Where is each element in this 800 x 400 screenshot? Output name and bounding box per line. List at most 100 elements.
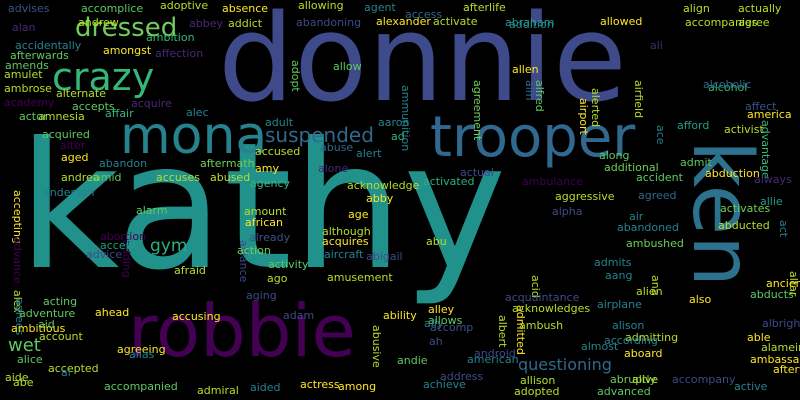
cloud-word: aircraft [324, 248, 364, 261]
cloud-word: affection [155, 47, 204, 60]
cloud-word: abduction [705, 167, 760, 180]
cloud-word: advanced [597, 385, 651, 398]
cloud-word: amusement [327, 271, 393, 284]
cloud-word: alone [318, 162, 349, 175]
cloud-word: abby [366, 192, 394, 205]
cloud-word: alley [428, 303, 455, 316]
cloud-word: ad [391, 130, 405, 143]
cloud-word: advance [11, 237, 24, 284]
cloud-word: achieve [423, 378, 466, 391]
cloud-word: abigail [366, 250, 403, 263]
cloud-word: ammunition [399, 85, 412, 152]
cloud-word: acquaintance [505, 291, 580, 304]
cloud-word: trooper [430, 105, 636, 170]
cloud-word: albright [762, 317, 800, 330]
cloud-word: already [249, 231, 291, 244]
cloud-word: al [61, 366, 71, 379]
cloud-word: ancient [766, 277, 800, 290]
cloud-word: airplane [597, 298, 642, 311]
cloud-word: aggressive [555, 190, 615, 203]
cloud-word: alternate [56, 87, 106, 100]
cloud-word: aided [250, 381, 281, 394]
cloud-word: additional [604, 161, 659, 174]
cloud-word: american [467, 353, 519, 366]
cloud-word: aang [605, 269, 633, 282]
cloud-word: abused [210, 171, 251, 184]
cloud-word: accomplice [81, 2, 144, 15]
cloud-word: afford [677, 119, 710, 132]
cloud-word: accuses [156, 171, 201, 184]
cloud-word: advice [86, 248, 123, 261]
cloud-word: abandon [99, 157, 148, 170]
cloud-word: allowing [298, 0, 344, 12]
cloud-word: activist [724, 123, 764, 136]
cloud-word: amid [94, 171, 122, 184]
cloud-word: among [338, 380, 377, 393]
cloud-word: alerted [589, 88, 602, 128]
cloud-word: abruptly [610, 373, 657, 386]
cloud-word: alan [12, 21, 36, 34]
cloud-word: acknowledge [347, 179, 420, 192]
cloud-word: andrea [61, 171, 100, 184]
cloud-word: afterlife [463, 1, 506, 14]
cloud-word: america [747, 108, 792, 121]
cloud-word: admit [680, 156, 712, 169]
cloud-word: admitting [625, 331, 679, 344]
cloud-word: ambassador [750, 353, 800, 366]
cloud-word: alexander [376, 15, 431, 28]
cloud-word: ago [267, 272, 288, 285]
cloud-word: age [348, 208, 369, 221]
cloud-word: acquire [131, 97, 172, 110]
cloud-word: agreement [471, 80, 484, 141]
cloud-word: although [322, 225, 371, 238]
cloud-word: alpha [552, 205, 583, 218]
cloud-word: acknowledges [512, 302, 591, 315]
cloud-word: alive [632, 373, 659, 386]
cloud-word: albert [496, 315, 509, 348]
cloud-word: wet [8, 335, 41, 356]
cloud-word: ally [424, 317, 444, 330]
cloud-word: accepting [11, 190, 24, 244]
cloud-word: adopt [289, 60, 302, 92]
cloud-word: alter [60, 139, 86, 152]
cloud-word: afterward [773, 363, 800, 376]
cloud-word: able [747, 331, 771, 344]
cloud-word: mona [120, 106, 268, 166]
cloud-word: activated [423, 175, 475, 188]
cloud-word: gym [150, 236, 188, 256]
cloud-word: allows [428, 314, 463, 327]
cloud-word: alien [636, 285, 663, 298]
cloud-word: andrew [78, 16, 119, 29]
cloud-word: ah [429, 335, 443, 348]
cloud-word: andie [397, 354, 428, 367]
cloud-word: android [474, 347, 516, 360]
cloud-word: adventure [19, 307, 76, 320]
cloud-word: kathy [18, 106, 507, 309]
cloud-word: alcoholic [703, 78, 752, 91]
cloud-word: aging [246, 289, 277, 302]
cloud-word: also [689, 293, 712, 306]
cloud-word: donnie [218, 0, 627, 129]
cloud-word: advises [8, 2, 50, 15]
cloud-word: accepted [48, 362, 99, 375]
cloud-word: agree [738, 16, 770, 29]
cloud-word: alice [17, 353, 43, 366]
cloud-word: aftermath [200, 157, 255, 170]
cloud-word: abandoned [617, 221, 679, 234]
cloud-word: actor [19, 110, 48, 123]
cloud-word: ambush [519, 319, 564, 332]
cloud-word: african [245, 216, 283, 229]
cloud-word: affair [105, 107, 134, 120]
cloud-word: adult [265, 116, 294, 129]
cloud-word: activates [720, 202, 771, 215]
cloud-word: activate [433, 15, 478, 28]
cloud-word: alias [129, 348, 155, 361]
cloud-word: abuse [320, 141, 354, 154]
cloud-word: act [777, 220, 790, 238]
cloud-word: actress [300, 378, 340, 391]
cloud-word: alcohol [708, 81, 748, 94]
cloud-word: active [734, 380, 768, 393]
cloud-word: adopted [514, 385, 560, 398]
cloud-word: abandoning [296, 16, 362, 29]
